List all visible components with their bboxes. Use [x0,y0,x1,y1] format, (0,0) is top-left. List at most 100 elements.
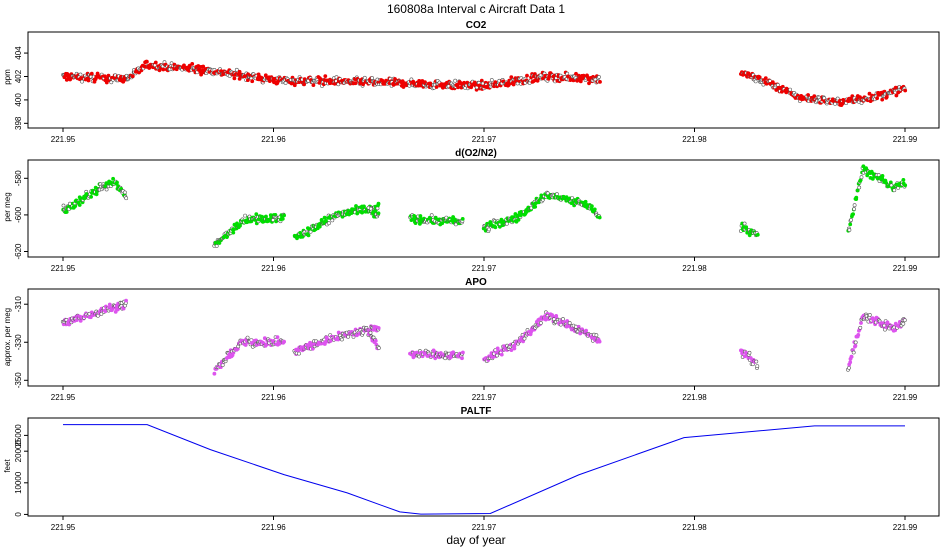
co2-point [472,80,477,85]
co2-point [190,62,195,66]
o2n2-plot-frame [27,159,940,258]
o2n2-point [104,187,109,192]
co2-point [362,75,367,80]
co2-point [757,75,762,80]
apo-point [597,339,602,344]
o2n2-point [903,183,908,188]
apo-point [282,339,287,344]
paltf-panel: PALTF feet 221.95 221.96 221.97 221.98 221.9… [3,406,940,532]
o2n2-segment [292,201,381,241]
paltf-x-tick-label: 221.99 [893,523,918,532]
apo-x-tick-label: 221.96 [261,393,286,402]
co2-point [423,80,427,85]
paltf-x-tick-label: 221.98 [682,523,707,532]
co2-x-tick-label: 221.96 [261,135,286,144]
o2n2-point [597,215,602,220]
o2n2-x-tick-label: 221.99 [893,264,918,273]
co2-point [875,96,880,101]
o2n2-point [487,227,491,232]
apo-point [584,328,589,333]
apo-point [107,302,112,307]
apo-x-tick-label: 221.98 [682,393,707,402]
o2n2-segment [212,212,287,248]
co2-point [880,97,885,102]
o2n2-point [852,203,857,208]
co2-y-tick-label: 400 [14,93,23,107]
apo-point [851,350,856,355]
paltf-y-tick-label: 0 [14,512,23,517]
o2n2-point [73,204,78,209]
co2-y-label: ppm [3,69,12,85]
apo-segment [292,324,381,357]
co2-panel: CO2 ppm 221.95 221.96 221.97 221.98 221.99 39… [3,20,940,144]
apo-point [901,321,906,326]
o2n2-segment [739,221,760,238]
o2n2-point [124,196,129,201]
apo-point [121,306,126,311]
o2n2-point [855,188,860,193]
o2n2-y-tick-label: -620 [14,243,23,260]
apo-point [849,354,854,359]
o2n2-point [545,191,550,196]
apo-y-label: approx. per meg [3,308,12,366]
o2n2-point [857,185,862,190]
co2-point [78,72,83,77]
o2n2-point [61,203,66,208]
o2n2-point [418,214,423,218]
apo-segment [60,298,129,327]
co2-x-tick-label: 221.98 [682,135,707,144]
co2-point [884,95,889,99]
o2n2-point [880,173,885,178]
co2-point [835,96,840,101]
paltf-series-line [63,424,905,515]
paltf-y-tick-label: 10000 [14,471,23,494]
o2n2-point [280,216,285,221]
apo-point [297,351,301,356]
co2-point [245,78,250,83]
co2-segment [739,70,908,108]
paltf-title: PALTF [461,406,492,417]
co2-point [525,73,529,78]
apo-point [74,318,79,323]
co2-point [80,79,84,84]
apo-point [262,336,267,341]
o2n2-point [848,222,853,227]
co2-point [106,73,111,78]
o2n2-point [516,217,521,222]
co2-point [763,76,768,81]
co2-point [121,79,126,84]
co2-point [153,60,158,65]
o2n2-segment [481,190,602,234]
apo-point [113,309,118,314]
apo-point [67,322,72,327]
o2n2-point [89,194,94,199]
apo-point [512,343,517,348]
o2n2-point [504,221,509,226]
apo-point [275,335,280,340]
o2n2-point [360,210,365,215]
apo-segment [212,335,287,376]
o2n2-point [77,203,82,207]
apo-y-tick-label: -310 [14,296,23,313]
co2-point [753,79,758,84]
co2-y-tick-label: 402 [14,69,23,83]
co2-x-tick-label: 221.99 [893,135,918,144]
co2-point [806,93,811,97]
o2n2-x-tick-label: 221.96 [261,264,286,273]
apo-point [747,350,752,355]
co2-point [144,59,149,64]
co2-point [867,91,872,96]
o2n2-segment [846,164,908,233]
co2-point [292,83,297,88]
apo-point [460,356,464,361]
co2-point [598,80,602,84]
co2-point [574,71,578,76]
apo-point [78,318,83,323]
o2n2-point [433,215,438,220]
apo-segment [482,310,602,364]
o2n2-segment [366,205,381,219]
co2-point [353,81,358,86]
o2n2-y-label: per meg [3,192,12,221]
apo-point [509,348,514,353]
